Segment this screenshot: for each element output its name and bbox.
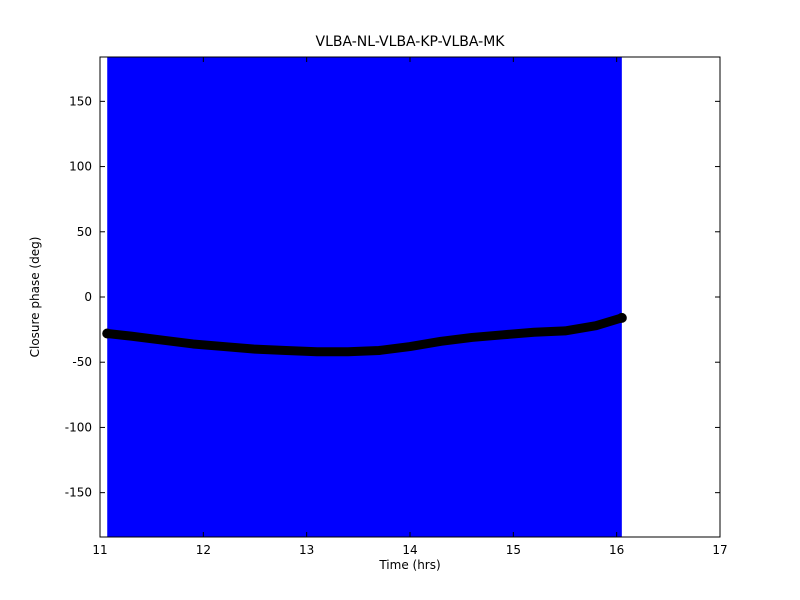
error-band — [107, 57, 622, 537]
y-tick-label: -50 — [72, 355, 92, 369]
y-tick-label: 150 — [69, 94, 92, 108]
y-tick-label: -100 — [65, 420, 92, 434]
y-tick-label: 100 — [69, 160, 92, 174]
series-marker — [102, 328, 113, 339]
chart-title: VLBA-NL-VLBA-KP-VLBA-MK — [315, 34, 505, 50]
y-tick-label: -150 — [65, 486, 92, 500]
x-tick-label: 15 — [506, 543, 521, 557]
x-tick-label: 14 — [402, 543, 417, 557]
x-tick-label: 12 — [196, 543, 211, 557]
series-curve — [102, 313, 627, 357]
y-tick-label: 0 — [84, 290, 92, 304]
x-tick-label: 17 — [712, 543, 727, 557]
x-tick-label: 11 — [92, 543, 107, 557]
y-tick-label: 50 — [77, 225, 92, 239]
x-tick-label: 16 — [609, 543, 624, 557]
y-axis-label: Closure phase (deg) — [28, 236, 42, 358]
x-axis-label: Time (hrs) — [379, 558, 441, 572]
series-marker — [616, 312, 627, 323]
x-tick-label: 13 — [299, 543, 314, 557]
